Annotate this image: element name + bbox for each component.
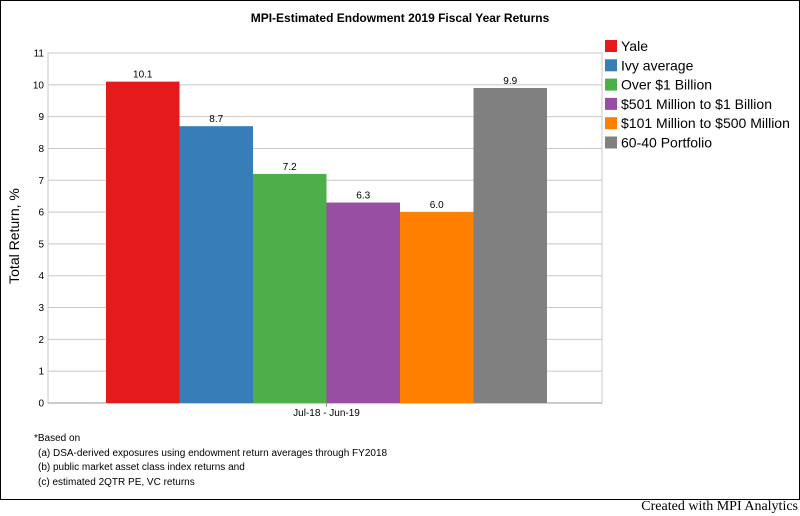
bar [253,173,327,403]
credit-text: Created with MPI Analytics [641,499,798,514]
legend-swatch [605,97,617,110]
y-tick-label: 6 [38,208,44,219]
footnote-line-b: (b) public market asset class index retu… [38,462,245,473]
bar-value-label: 6.0 [430,200,444,211]
bar [400,212,474,403]
bar-value-label: 10.1 [133,70,153,81]
y-tick-label: 4 [38,271,44,282]
footnote-line-a: (a) DSA-derived exposures using endowmen… [38,447,388,459]
legend-entry: 60-40 Portfolio [621,135,712,151]
bar-value-label: 6.3 [356,191,370,202]
x-tick-labels: Jul-18 - Jun-19 [293,403,360,419]
bar-chart: MPI-Estimated Endowment 2019 Fiscal Year… [6,11,790,419]
bar [326,202,400,403]
legend-swatch [605,117,617,130]
bar-value-label: 7.2 [283,162,297,173]
y-tick-label: 2 [38,335,44,346]
y-axis-label: Total Return, % [6,188,22,284]
bars [106,81,547,404]
bar [179,126,253,403]
y-tick-label: 9 [38,112,44,123]
legend-entry: $501 Million to $1 Billion [621,96,772,112]
y-tick-label: 7 [38,176,44,187]
y-tick-label: 1 [38,367,44,378]
legend-swatch [605,59,617,72]
y-tick-label: 3 [38,303,44,314]
legend-entry: $101 Million to $500 Million [621,115,790,131]
footnote: *Based on (a) DSA-derived exposures usin… [34,432,387,490]
y-tick-label: 11 [34,49,45,60]
legend-swatch [605,40,617,52]
legend-swatch [605,136,617,149]
y-tick-label: 10 [33,80,45,91]
chart-title: MPI-Estimated Endowment 2019 Fiscal Year… [251,11,550,25]
bar-value-label: 8.7 [209,114,223,125]
y-tick-label: 0 [38,399,44,410]
bar [473,88,547,403]
legend-swatch [605,78,617,91]
legend-entry: Yale [621,38,648,54]
legend: Yale Ivy average Over $1 Billion $501 Milli… [605,38,790,151]
footnote-heading: *Based on [34,433,81,444]
legend-entry: Ivy average [621,57,694,73]
footnote-line-c: (c) estimated 2QTR PE, VC returns [38,476,195,488]
bar-value-labels: 10.1 8.7 7.2 6.3 6.0 9.9 [133,70,518,211]
bar [106,81,180,404]
x-tick-label: Jul-18 - Jun-19 [293,408,360,419]
y-tick-labels: 0 1 2 3 4 5 6 7 8 9 10 11 [33,49,45,410]
y-tick-label: 5 [38,239,44,250]
legend-entry: Over $1 Billion [621,77,712,93]
bar-value-label: 9.9 [503,76,517,87]
y-tick-label: 8 [38,144,44,155]
